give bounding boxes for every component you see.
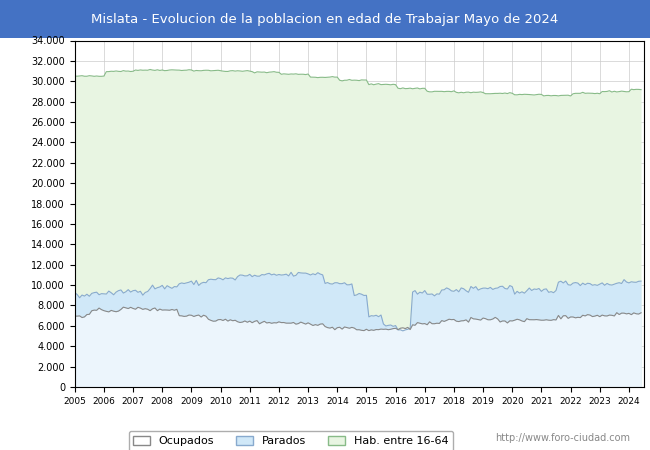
Legend: Ocupados, Parados, Hab. entre 16-64: Ocupados, Parados, Hab. entre 16-64 xyxy=(129,431,453,450)
Text: http://www.foro-ciudad.com: http://www.foro-ciudad.com xyxy=(495,433,630,443)
Text: Mislata - Evolucion de la poblacion en edad de Trabajar Mayo de 2024: Mislata - Evolucion de la poblacion en e… xyxy=(92,13,558,26)
